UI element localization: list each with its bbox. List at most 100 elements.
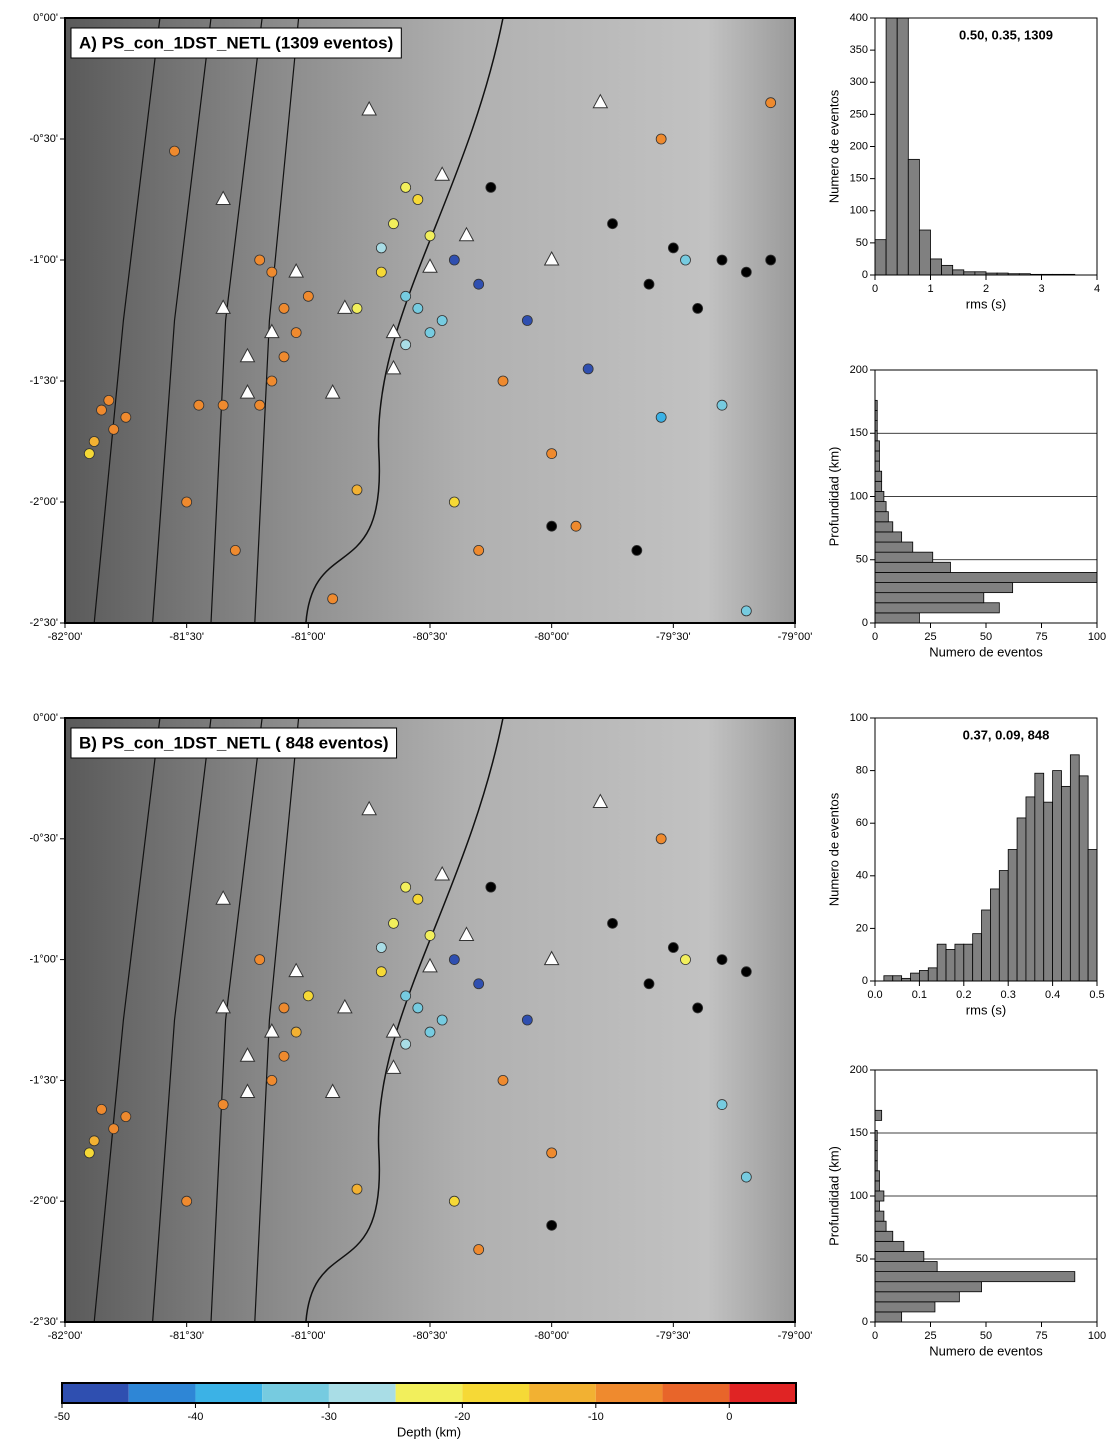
bars: [875, 1109, 1076, 1322]
bar: [875, 460, 880, 472]
y-tick-label: -2°30': [29, 617, 58, 629]
bathymetry-contour: [254, 718, 300, 1322]
y-tick-label: 100: [850, 490, 868, 502]
title-box: [70, 27, 402, 59]
bathymetry-contour: [93, 18, 161, 623]
x-tick-label: -79°00': [778, 1330, 813, 1342]
station: [458, 226, 475, 242]
bar: [1025, 796, 1036, 981]
station: [215, 190, 232, 205]
bar: [930, 258, 943, 275]
earthquake: [448, 254, 460, 266]
bar: [875, 541, 914, 553]
earthquake: [521, 315, 533, 326]
earthquake: [169, 145, 180, 157]
map-background: [65, 718, 795, 1322]
earthquake: [424, 1026, 436, 1038]
bar: [954, 943, 965, 981]
earthquake: [388, 917, 399, 929]
y-tick-label: 50: [856, 554, 868, 566]
earthquake: [412, 302, 424, 314]
bar: [875, 1109, 883, 1121]
x-tick-label: 3: [1038, 283, 1044, 295]
x-axis-label: Numero de eventos: [929, 1343, 1043, 1358]
y-tick-label: 50: [856, 237, 868, 249]
earthquake: [765, 254, 777, 266]
earthquake: [436, 1014, 448, 1026]
bar: [1052, 770, 1062, 981]
x-tick-label: 2: [983, 283, 989, 295]
map-layer: [83, 718, 752, 1322]
earthquake: [351, 302, 363, 314]
earthquake: [521, 1014, 533, 1026]
x-tick-label: -82°00': [48, 631, 83, 643]
station: [324, 1083, 341, 1098]
earthquake: [88, 1135, 100, 1147]
x-tick-label: -79°00': [778, 631, 813, 643]
bar: [1061, 785, 1071, 981]
title-box: [70, 727, 398, 759]
x-tick-label: 75: [1035, 631, 1047, 643]
y-tick-label: 350: [850, 44, 868, 56]
earthquake: [351, 484, 363, 496]
y-tick-label: -0°30': [29, 833, 58, 845]
bathymetry-contour: [152, 718, 212, 1322]
station: [385, 323, 402, 339]
earthquake: [582, 363, 594, 375]
earthquake: [400, 881, 412, 893]
station: [263, 1023, 280, 1038]
bar: [1034, 772, 1045, 981]
x-tick-label: 0: [872, 1330, 878, 1342]
earthquake: [278, 351, 290, 363]
bar: [981, 909, 991, 981]
bar: [875, 1210, 885, 1222]
station: [215, 998, 232, 1014]
earthquake: [229, 545, 241, 556]
earthquake: [278, 302, 290, 314]
earthquake: [716, 1099, 728, 1110]
earthquake: [448, 954, 460, 965]
station: [434, 865, 451, 881]
station: [288, 263, 305, 278]
bar: [875, 1301, 936, 1313]
earthquake: [655, 411, 667, 423]
earthquake: [692, 1002, 704, 1014]
earthquake: [400, 181, 412, 193]
bar: [1087, 849, 1097, 981]
x-tick-label: 25: [924, 1330, 936, 1342]
earthquake: [254, 399, 266, 411]
bathymetry-contour: [254, 18, 300, 623]
bar: [875, 531, 903, 543]
earthquake: [412, 893, 424, 905]
earthquake: [96, 1103, 107, 1115]
bar: [952, 269, 965, 275]
bar: [875, 551, 934, 563]
bar: [945, 949, 956, 981]
x-tick-label: -80°30': [413, 631, 448, 643]
earthquake: [400, 339, 412, 351]
bar: [875, 1190, 885, 1202]
earthquake: [473, 1244, 485, 1255]
x-tick-label: -79°30': [656, 631, 691, 643]
bar: [875, 480, 883, 492]
earthquake: [88, 436, 100, 447]
x-tick-label: 0.0: [867, 989, 882, 1001]
earthquake: [302, 290, 314, 302]
earthquake: [546, 1219, 558, 1231]
bar: [875, 1240, 905, 1252]
colorbar-segment: [262, 1383, 329, 1403]
bar: [1069, 754, 1080, 981]
bar: [875, 440, 880, 452]
map-layer: [83, 18, 777, 623]
earthquake: [716, 954, 728, 965]
station: [215, 299, 232, 314]
station: [385, 359, 402, 375]
earthquake: [497, 1075, 509, 1086]
earthquake: [83, 1147, 95, 1159]
bathymetry-contour: [210, 718, 263, 1322]
bathymetry-contour: [93, 718, 161, 1322]
earthquake: [83, 448, 95, 460]
bar: [875, 1220, 887, 1232]
bar: [875, 1180, 880, 1192]
earthquake: [108, 423, 120, 435]
